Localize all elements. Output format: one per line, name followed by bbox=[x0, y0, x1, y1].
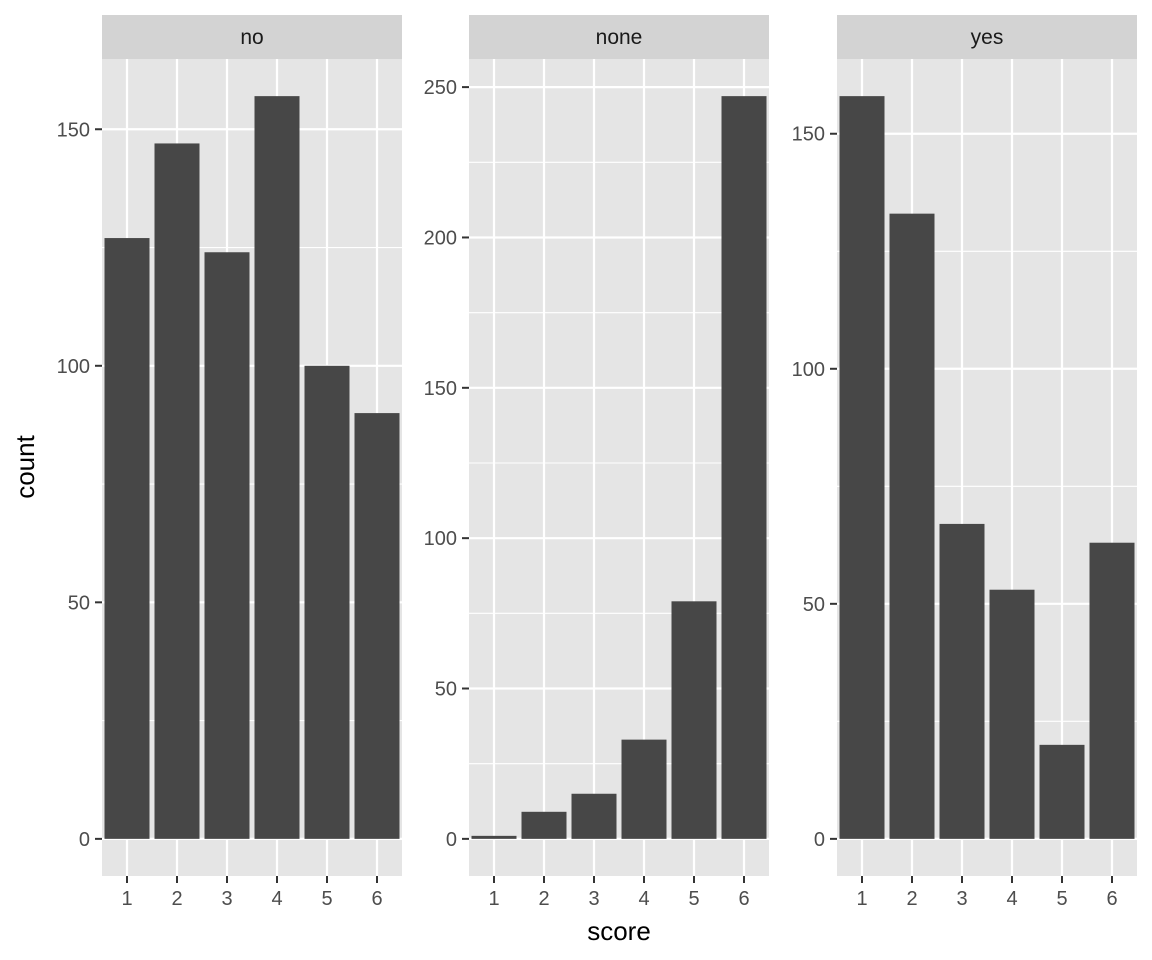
x-tick-label: 4 bbox=[271, 888, 282, 910]
x-tick-label: 1 bbox=[121, 888, 132, 910]
x-tick-label: 5 bbox=[688, 888, 699, 910]
y-tick-label: 50 bbox=[435, 679, 457, 701]
x-tick-label: 5 bbox=[1056, 888, 1067, 910]
panel-background bbox=[102, 59, 402, 876]
panel-background bbox=[469, 59, 769, 876]
y-tick-label: 200 bbox=[424, 227, 457, 249]
facet-strip bbox=[102, 15, 402, 59]
facet-strip-label: none bbox=[596, 26, 643, 49]
x-tick-label: 2 bbox=[171, 888, 182, 910]
bar-yes-2 bbox=[889, 213, 935, 839]
facet-strip bbox=[837, 15, 1137, 59]
y-tick-label: 150 bbox=[424, 378, 457, 400]
y-tick-label: 100 bbox=[792, 359, 825, 381]
x-tick-label: 6 bbox=[738, 888, 749, 910]
facet-strip bbox=[469, 15, 769, 59]
bar-none-2 bbox=[521, 811, 567, 839]
y-tick-label: 100 bbox=[424, 528, 457, 550]
x-tick-label: 6 bbox=[1106, 888, 1117, 910]
bar-none-5 bbox=[671, 601, 717, 839]
y-tick-label: 100 bbox=[57, 356, 90, 378]
y-tick-label: 0 bbox=[79, 829, 90, 851]
x-tick-label: 2 bbox=[538, 888, 549, 910]
facet-panel-yes: yes 0 50 100 150 1 2 3 4 5 6 bbox=[792, 15, 1137, 910]
bar-yes-6 bbox=[1089, 542, 1135, 839]
facet-panel-no: no 0 50 100 150 1 2 3 4 5 6 bbox=[57, 15, 402, 910]
bar-yes-3 bbox=[939, 523, 985, 839]
x-tick-label: 1 bbox=[856, 888, 867, 910]
bar-no-3 bbox=[204, 252, 250, 839]
y-tick-label: 150 bbox=[792, 124, 825, 146]
y-tick-label: 50 bbox=[803, 594, 825, 616]
bar-no-1 bbox=[104, 238, 150, 839]
x-tick-label: 5 bbox=[321, 888, 332, 910]
bar-none-4 bbox=[621, 739, 667, 839]
x-axis-title: score bbox=[587, 916, 651, 946]
x-tick-label: 6 bbox=[371, 888, 382, 910]
y-tick-label: 50 bbox=[68, 592, 90, 614]
bar-no-6 bbox=[354, 413, 400, 839]
x-tick-label: 3 bbox=[588, 888, 599, 910]
bar-no-4 bbox=[254, 96, 300, 839]
x-tick-label: 4 bbox=[638, 888, 649, 910]
bar-yes-5 bbox=[1039, 744, 1085, 839]
panel-background bbox=[837, 59, 1137, 876]
bar-no-2 bbox=[154, 143, 200, 839]
x-tick-label: 2 bbox=[906, 888, 917, 910]
bar-none-6 bbox=[721, 96, 767, 839]
x-tick-label: 3 bbox=[956, 888, 967, 910]
y-axis-title: count bbox=[10, 434, 40, 498]
bar-none-3 bbox=[571, 793, 617, 839]
bar-yes-4 bbox=[989, 589, 1035, 839]
bar-yes-1 bbox=[839, 96, 885, 839]
facet-strip-label: yes bbox=[971, 26, 1004, 49]
facet-panel-none: none 0 50 100 150 200 250 1 2 3 4 5 6 bbox=[424, 15, 769, 910]
y-tick-label: 0 bbox=[446, 829, 457, 851]
facet-strip-label: no bbox=[240, 26, 263, 49]
y-tick-label: 0 bbox=[814, 829, 825, 851]
bar-none-1 bbox=[471, 835, 517, 839]
y-tick-label: 150 bbox=[57, 119, 90, 141]
bar-no-5 bbox=[304, 365, 350, 839]
x-tick-label: 1 bbox=[488, 888, 499, 910]
x-tick-label: 4 bbox=[1006, 888, 1017, 910]
y-tick-label: 250 bbox=[424, 77, 457, 99]
x-tick-label: 3 bbox=[221, 888, 232, 910]
